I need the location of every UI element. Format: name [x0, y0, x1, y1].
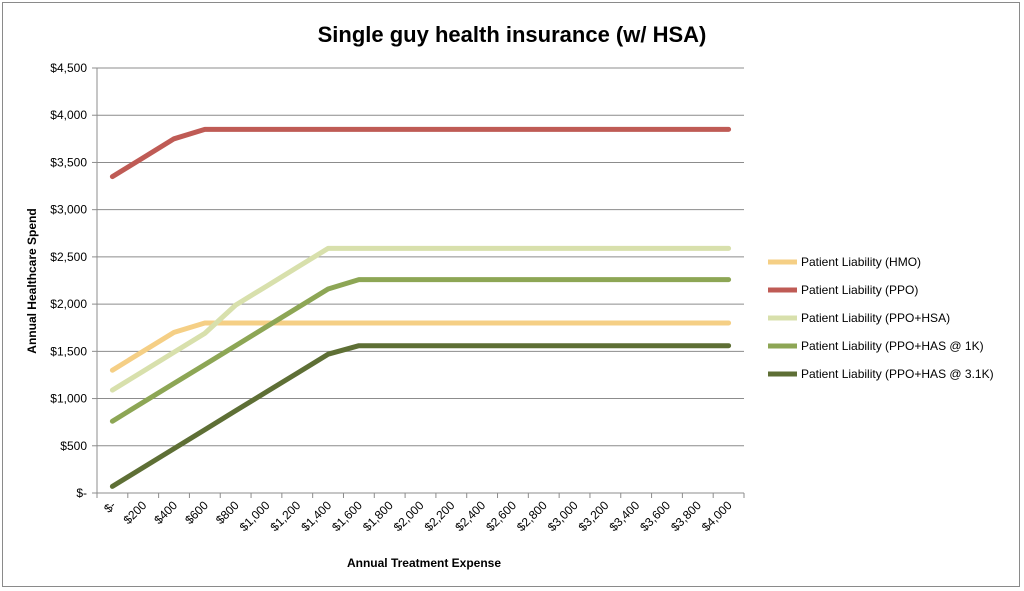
series-lines [109, 126, 732, 489]
x-tick-label: $600 [182, 498, 211, 527]
x-tick-label: $2,000 [391, 498, 427, 534]
x-tick-label: $200 [121, 498, 150, 527]
series-line-3 [109, 245, 732, 393]
x-axis-title: Annual Treatment Expense [347, 556, 501, 570]
gridlines [92, 67, 745, 498]
x-axis-ticks: $- $200 $400 $600 $800$1,000$1,200$1,400$1,6… [101, 498, 735, 534]
series-line-5 [109, 343, 732, 489]
legend-label: Patient Liability (HMO) [801, 255, 921, 269]
x-tick-label: $4,000 [699, 498, 735, 534]
y-axis-ticks: $- $500 $1,000 $1,500 $2,000 $2,500 $3,000 $3,5… [50, 61, 87, 500]
x-tick-label: $- [101, 498, 118, 515]
series-line-2 [109, 126, 732, 180]
legend-label: Patient Liability (PPO) [801, 283, 918, 297]
y-tick-label: $2,000 [50, 297, 87, 311]
x-tick-label: $3,600 [637, 498, 673, 534]
x-tick-label: $2,800 [514, 498, 550, 534]
x-tick-label: $3,800 [668, 498, 704, 534]
x-tick-label: $3,000 [545, 498, 581, 534]
y-tick-label: $3,000 [50, 203, 87, 217]
legend-label: Patient Liability (PPO+HAS @ 1K) [801, 339, 984, 353]
y-tick-label: $3,500 [50, 155, 87, 169]
y-tick-label: $2,500 [50, 250, 87, 264]
chart-title: Single guy health insurance (w/ HSA) [318, 22, 707, 47]
x-tick-label: $1,800 [360, 498, 396, 534]
x-tick-label: $400 [151, 498, 180, 527]
x-tick-label: $1,600 [329, 498, 365, 534]
y-tick-label: $1,000 [50, 392, 87, 406]
x-tick-label: $2,600 [483, 498, 519, 534]
x-tick-label: $2,400 [452, 498, 488, 534]
y-tick-label: $4,000 [50, 108, 87, 122]
x-tick-label: $2,200 [422, 498, 458, 534]
legend: Patient Liability (HMO) Patient Liability… [768, 255, 994, 381]
x-tick-label: $1,000 [237, 498, 273, 534]
legend-label: Patient Liability (PPO+HSA) [801, 311, 950, 325]
y-tick-label: $- [76, 486, 87, 500]
series-line-4 [109, 277, 732, 424]
x-tick-label: $1,200 [268, 498, 304, 534]
legend-label: Patient Liability (PPO+HAS @ 3.1K) [801, 367, 994, 381]
y-axis-title: Annual Healthcare Spend [25, 208, 39, 353]
y-tick-label: $500 [60, 439, 87, 453]
x-tick-label: $1,400 [298, 498, 334, 534]
y-tick-label: $1,500 [50, 344, 87, 358]
y-tick-label: $4,500 [50, 61, 87, 75]
x-tick-label: $3,200 [576, 498, 612, 534]
x-tick-label: $3,400 [606, 498, 642, 534]
